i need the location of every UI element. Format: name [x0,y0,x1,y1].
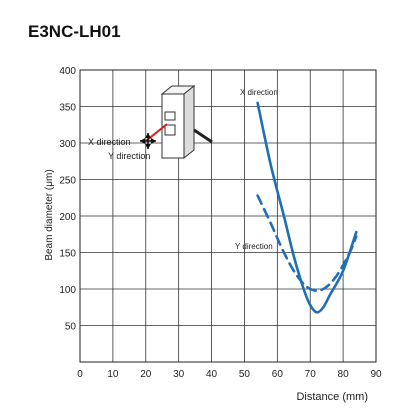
y-tick-label: 350 [59,103,76,114]
plot-frame [79,69,377,363]
y-tick-label: 200 [59,212,76,223]
x-direction-series-line [256,101,358,314]
x-tick-label: 80 [338,369,350,380]
x-tick-label: 40 [206,369,218,380]
y-tick-label: 300 [59,139,76,150]
y-direction-annotation: Y direction [235,242,273,251]
x-tick-label: 10 [107,369,119,380]
x-tick-label: 20 [140,369,152,380]
x-direction-annotation: X direction [240,88,278,97]
x-tick-label: 60 [272,369,284,380]
y-tick-label: 400 [59,66,76,77]
y-tick-label: 150 [59,249,76,260]
x-axis-label: Distance (mm) [296,391,368,403]
y-tick-label: 250 [59,176,76,187]
x-tick-label: 50 [239,369,251,380]
y-direction-series-line [256,194,358,292]
x-tick-label: 90 [370,369,382,380]
chart-grid [80,70,376,362]
sensor-illustration: X direction Y direction [88,84,213,161]
y-axis-label: Beam diameter (μm) [44,169,55,260]
inset-y-direction-label: Y direction [108,151,150,161]
y-tick-label: 50 [65,322,77,333]
chart-axes [79,69,377,363]
x-tick-label: 30 [173,369,185,380]
y-tick-label: 100 [59,285,76,296]
inset-x-direction-label: X direction [88,137,131,147]
page-title: E3NC-LH01 [28,22,121,41]
x-tick-label: 0 [77,369,83,380]
chart-series [256,101,358,314]
chart-ticks: 0 10 20 30 40 50 60 70 80 90 50 100 150 200 250 300 350 4… [59,66,382,380]
x-tick-label: 70 [305,369,317,380]
